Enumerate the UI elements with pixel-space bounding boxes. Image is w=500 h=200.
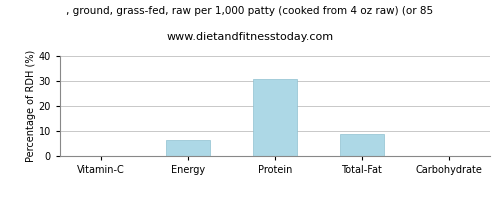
Text: , ground, grass-fed, raw per 1,000 patty (cooked from 4 oz raw) (or 85: , ground, grass-fed, raw per 1,000 patty… (66, 6, 434, 16)
Bar (254, 78, 296, 156)
Bar (340, 134, 384, 156)
Y-axis label: Percentage of RDH (%): Percentage of RDH (%) (26, 50, 36, 162)
Text: www.dietandfitnesstoday.com: www.dietandfitnesstoday.com (166, 32, 334, 42)
Bar (166, 140, 210, 156)
